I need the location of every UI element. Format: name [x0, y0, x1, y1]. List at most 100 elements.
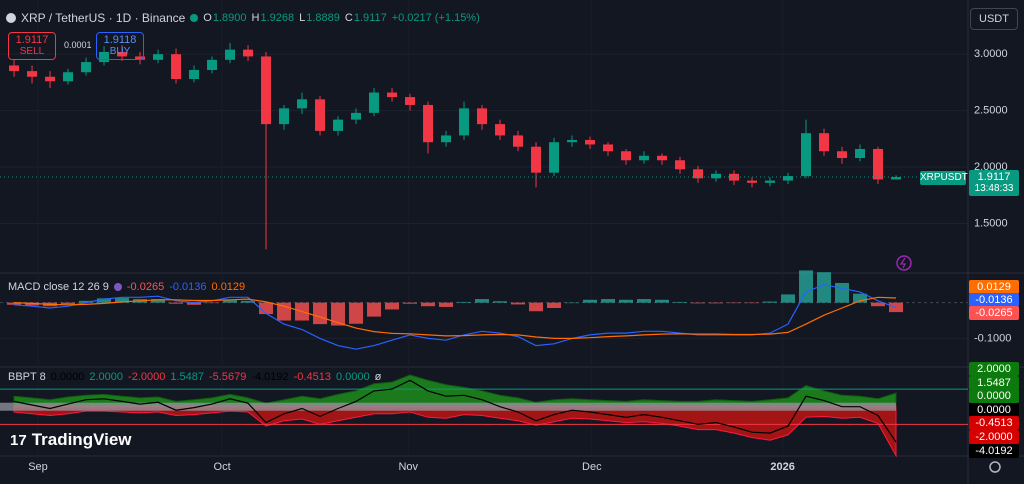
candle-body [477, 108, 488, 125]
candle-body [261, 56, 272, 125]
legend-value: -0.0136 [169, 281, 207, 293]
histogram-bar [511, 302, 526, 305]
candle-body [855, 148, 866, 159]
candle-body [495, 124, 506, 136]
histogram-bar [727, 302, 742, 304]
histogram-bar [439, 302, 454, 307]
candle-body [315, 99, 326, 131]
histogram-bar [871, 302, 886, 307]
histogram-bar [673, 301, 688, 303]
histogram-bar [97, 298, 112, 303]
y-tick-label: 3.0000 [974, 48, 1008, 60]
histogram-bar [259, 302, 274, 315]
candle-body [657, 155, 668, 161]
bull-area [13, 374, 897, 408]
ohlc-value: 1.8900 [212, 12, 247, 24]
histogram-bar [781, 294, 796, 303]
sell-label: SELL [19, 46, 45, 57]
histogram-bar [313, 302, 328, 325]
logo[interactable]: 17 TradingView [10, 430, 132, 450]
candle-body [153, 54, 164, 60]
axis-value-label: 0.0000 [969, 402, 1019, 417]
ohlc-value: 1.9268 [260, 12, 295, 24]
candle-body [189, 69, 200, 80]
x-tick-label: Sep [28, 461, 48, 473]
histogram-bar [421, 302, 436, 307]
spread: 0.0001 [64, 40, 92, 50]
symbol-title[interactable]: XRP / TetherUS · 1D · Binance [21, 11, 186, 25]
x-tick-label: Nov [398, 461, 418, 473]
axis-value-label: -2.0000 [969, 430, 1019, 444]
legend-value: 0.0129 [211, 281, 246, 293]
histogram-bar [457, 301, 472, 303]
price-tag: 1.9117 13:48:33 [969, 170, 1019, 196]
y-tick-label: 2.0000 [974, 161, 1008, 173]
histogram-bar [205, 302, 220, 304]
macd-line [13, 284, 897, 350]
alert-icon[interactable] [896, 255, 912, 271]
histogram-bar [565, 302, 580, 304]
histogram-bar [601, 299, 616, 303]
histogram-bar [763, 301, 778, 303]
candle-body [117, 51, 128, 57]
candle-body [45, 76, 56, 82]
histogram-bar [583, 299, 598, 303]
candle-body [333, 119, 344, 131]
histogram-bar [169, 302, 184, 304]
candle-body [243, 49, 254, 57]
candle-body [531, 146, 542, 173]
axis-value-label: 0.0000 [969, 389, 1019, 404]
signal-line [13, 296, 897, 339]
settings-icon[interactable] [989, 461, 1001, 473]
candle-body [729, 173, 740, 181]
candle-body [693, 169, 704, 179]
axis-value-label: -0.0265 [969, 306, 1019, 320]
sell-button[interactable]: 1.9117 SELL [8, 32, 56, 60]
candle-body [837, 151, 848, 159]
candle-body [81, 62, 92, 73]
symbol-tag: XRPUSDT [920, 171, 968, 185]
candle-body [351, 112, 362, 120]
candle-body [621, 151, 632, 161]
ohlc-key: H [251, 12, 260, 24]
histogram-bar [619, 299, 634, 303]
legend-value: -4.0192 [251, 371, 289, 383]
histogram-bar [223, 300, 238, 303]
legend-value: -2.0000 [128, 371, 166, 383]
axis-value-label: 0.0129 [969, 280, 1019, 294]
ohlc-key: O [203, 12, 212, 24]
y-tick-label: 2.5000 [974, 105, 1008, 117]
histogram-bar [637, 299, 652, 303]
legend-value: -5.5679 [209, 371, 247, 383]
candle-body [459, 108, 470, 136]
buy-button[interactable]: 1.9118 BUY [96, 32, 144, 60]
indicator-icon [113, 283, 122, 291]
histogram-bar [475, 299, 490, 303]
currency-button[interactable]: USDT [970, 8, 1018, 30]
candle-body [549, 142, 560, 173]
legend-value: 0.0000 [50, 371, 85, 383]
histogram-bar [799, 270, 814, 303]
symbol-header: XRP / TetherUS · 1D · Binance O 1.8900 H 1.… [6, 11, 480, 25]
last-price: 1.9117 [977, 171, 1011, 183]
axis-value-label: -4.0192 [969, 443, 1019, 458]
legend-value: 1.5487 [170, 371, 204, 383]
ohlc-value: 1.8889 [306, 12, 340, 24]
countdown: 13:48:33 [974, 183, 1014, 194]
histogram-bar [835, 282, 850, 303]
histogram-bar [853, 293, 868, 303]
y-tick-label: 1.5000 [974, 217, 1008, 229]
candle-body [801, 133, 812, 177]
bear-area [13, 406, 897, 458]
x-tick-label: Oct [214, 461, 231, 473]
candle-body [387, 92, 398, 98]
ohlc-key: C [344, 12, 353, 24]
histogram-bar [547, 302, 562, 309]
histogram-bar [79, 300, 94, 303]
power-line [13, 379, 897, 443]
histogram-bar [385, 302, 400, 310]
candle-body [9, 65, 20, 72]
bbpt-title: BBPT 8 [8, 371, 46, 383]
legend-value: -0.4513 [293, 371, 331, 383]
